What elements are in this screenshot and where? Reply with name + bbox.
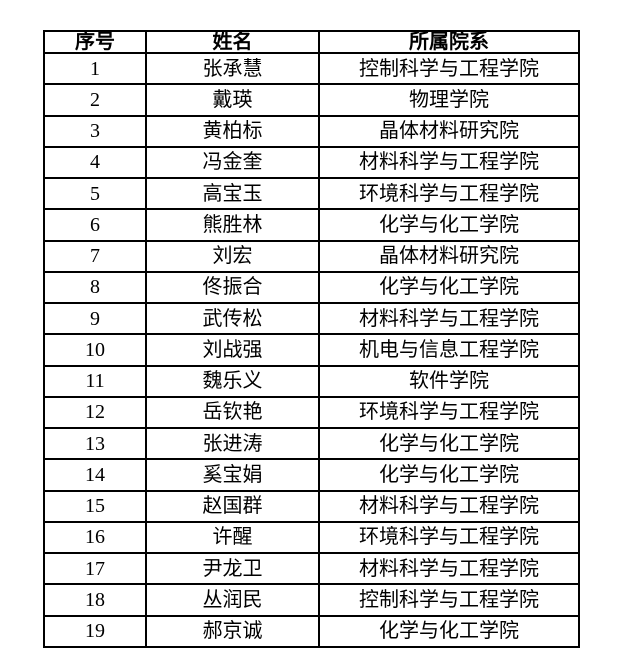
cell-name: 丛润民	[145, 583, 320, 617]
table-row: 5 高宝玉 环境科学与工程学院	[43, 176, 580, 211]
column-header-index: 序号	[43, 30, 147, 54]
cell-name: 许醒	[145, 520, 320, 555]
cell-index: 18	[43, 583, 147, 617]
cell-index: 19	[43, 614, 147, 648]
cell-index: 3	[43, 114, 147, 148]
cell-department: 环境科学与工程学院	[318, 520, 580, 555]
header-row: 序号 姓名 所属院系	[43, 30, 580, 54]
cell-index: 13	[43, 426, 147, 461]
cell-department: 材料科学与工程学院	[318, 489, 580, 523]
table-row: 19 郝京诚 化学与化工学院	[43, 614, 580, 648]
cell-name: 武传松	[145, 301, 320, 336]
cell-name: 尹龙卫	[145, 551, 320, 586]
table-row: 11 魏乐义 软件学院	[43, 364, 580, 398]
cell-department: 物理学院	[318, 83, 580, 117]
table-row: 3 黄柏标 晶体材料研究院	[43, 114, 580, 148]
cell-department: 环境科学与工程学院	[318, 176, 580, 211]
cell-department: 材料科学与工程学院	[318, 551, 580, 586]
cell-index: 6	[43, 208, 147, 242]
table-row: 12 岳钦艳 环境科学与工程学院	[43, 395, 580, 430]
cell-department: 化学与化工学院	[318, 614, 580, 648]
cell-index: 16	[43, 520, 147, 555]
table-row: 1 张承慧 控制科学与工程学院	[43, 51, 580, 86]
cell-name: 刘战强	[145, 333, 320, 367]
cell-index: 7	[43, 239, 147, 273]
cell-name: 刘宏	[145, 239, 320, 273]
faculty-roster-table: 序号 姓名 所属院系 1 张承慧 控制科学与工程学院 2 戴瑛 物理学院 3 黄…	[43, 30, 580, 648]
cell-name: 熊胜林	[145, 208, 320, 242]
cell-index: 2	[43, 83, 147, 117]
cell-name: 郝京诚	[145, 614, 320, 648]
table-row: 7 刘宏 晶体材料研究院	[43, 239, 580, 273]
cell-name: 佟振合	[145, 270, 320, 305]
cell-department: 化学与化工学院	[318, 458, 580, 492]
cell-name: 赵国群	[145, 489, 320, 523]
cell-index: 15	[43, 489, 147, 523]
cell-name: 黄柏标	[145, 114, 320, 148]
cell-department: 材料科学与工程学院	[318, 301, 580, 336]
cell-index: 10	[43, 333, 147, 367]
table-row: 16 许醒 环境科学与工程学院	[43, 520, 580, 555]
cell-department: 化学与化工学院	[318, 208, 580, 242]
table-row: 18 丛润民 控制科学与工程学院	[43, 583, 580, 617]
cell-department: 晶体材料研究院	[318, 239, 580, 273]
cell-department: 环境科学与工程学院	[318, 395, 580, 430]
cell-department: 化学与化工学院	[318, 426, 580, 461]
table-row: 8 佟振合 化学与化工学院	[43, 270, 580, 305]
cell-index: 9	[43, 301, 147, 336]
cell-department: 晶体材料研究院	[318, 114, 580, 148]
cell-name: 戴瑛	[145, 83, 320, 117]
table-row: 9 武传松 材料科学与工程学院	[43, 301, 580, 336]
cell-name: 魏乐义	[145, 364, 320, 398]
cell-department: 控制科学与工程学院	[318, 51, 580, 86]
table-row: 10 刘战强 机电与信息工程学院	[43, 333, 580, 367]
cell-index: 4	[43, 145, 147, 180]
cell-index: 5	[43, 176, 147, 211]
cell-name: 奚宝娟	[145, 458, 320, 492]
cell-name: 张进涛	[145, 426, 320, 461]
table-row: 14 奚宝娟 化学与化工学院	[43, 458, 580, 492]
cell-name: 张承慧	[145, 51, 320, 86]
cell-index: 1	[43, 51, 147, 86]
cell-department: 控制科学与工程学院	[318, 583, 580, 617]
table-row: 15 赵国群 材料科学与工程学院	[43, 489, 580, 523]
table-row: 13 张进涛 化学与化工学院	[43, 426, 580, 461]
table-row: 6 熊胜林 化学与化工学院	[43, 208, 580, 242]
table-row: 2 戴瑛 物理学院	[43, 83, 580, 117]
cell-index: 8	[43, 270, 147, 305]
column-header-name: 姓名	[145, 30, 320, 54]
table-row: 17 尹龙卫 材料科学与工程学院	[43, 551, 580, 586]
table-row: 4 冯金奎 材料科学与工程学院	[43, 145, 580, 180]
cell-department: 材料科学与工程学院	[318, 145, 580, 180]
cell-index: 17	[43, 551, 147, 586]
cell-department: 软件学院	[318, 364, 580, 398]
cell-index: 14	[43, 458, 147, 492]
cell-index: 12	[43, 395, 147, 430]
cell-index: 11	[43, 364, 147, 398]
column-header-department: 所属院系	[318, 30, 580, 54]
cell-name: 岳钦艳	[145, 395, 320, 430]
cell-department: 机电与信息工程学院	[318, 333, 580, 367]
cell-name: 冯金奎	[145, 145, 320, 180]
table-body: 1 张承慧 控制科学与工程学院 2 戴瑛 物理学院 3 黄柏标 晶体材料研究院 …	[43, 51, 580, 648]
cell-department: 化学与化工学院	[318, 270, 580, 305]
cell-name: 高宝玉	[145, 176, 320, 211]
table-header: 序号 姓名 所属院系	[43, 30, 580, 54]
